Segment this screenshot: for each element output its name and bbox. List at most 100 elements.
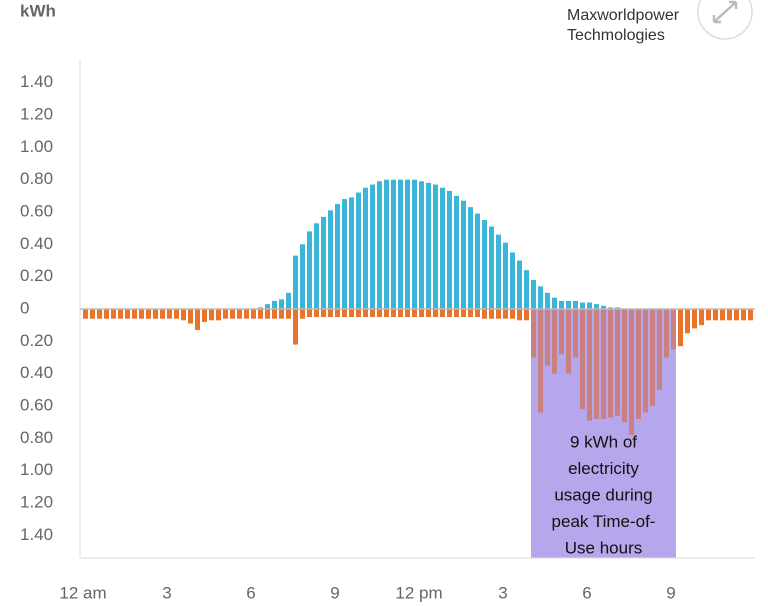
bar: [685, 309, 690, 334]
bar: [258, 309, 263, 319]
bar: [125, 309, 130, 319]
bar: [104, 309, 109, 319]
bar: [454, 309, 459, 318]
y-tick-label: 0.40: [20, 234, 53, 253]
bar: [587, 309, 592, 421]
bar: [279, 299, 284, 309]
bar: [545, 309, 550, 366]
bar: [146, 309, 151, 319]
y-tick-label: 0.40: [20, 363, 53, 382]
bar: [748, 309, 753, 321]
bar: [601, 309, 606, 419]
bar: [328, 210, 333, 309]
bar: [300, 244, 305, 309]
brand-line: Maxworldpower: [567, 7, 680, 24]
bar: [447, 190, 452, 309]
annotation: 9 kWh of: [570, 432, 637, 451]
x-tick-label: 9: [666, 583, 675, 602]
bar: [293, 255, 298, 309]
bar: [559, 300, 564, 309]
bar: [636, 309, 641, 419]
bar: [363, 309, 368, 318]
bar: [370, 184, 375, 309]
bar: [377, 309, 382, 318]
bar: [741, 309, 746, 321]
bar: [405, 179, 410, 309]
bar: [510, 252, 515, 309]
expand-icon[interactable]: [712, 0, 738, 24]
y-tick-label: 1.40: [20, 72, 53, 91]
bar: [706, 309, 711, 321]
bar: [265, 309, 270, 319]
bar: [202, 309, 207, 322]
y-tick-label: 0: [20, 298, 29, 317]
bar: [601, 305, 606, 309]
bar: [139, 309, 144, 319]
bar: [573, 300, 578, 309]
bar: [279, 309, 284, 319]
bar: [545, 292, 550, 309]
bar: [538, 286, 543, 309]
x-tick-label: 3: [162, 583, 171, 602]
x-tick-label: 6: [582, 583, 591, 602]
bar: [503, 242, 508, 309]
bar: [209, 309, 214, 321]
bar: [258, 307, 263, 309]
bar: [510, 309, 515, 319]
y-tick-label: 1.00: [20, 460, 53, 479]
x-tick-label: 6: [246, 583, 255, 602]
bar: [482, 309, 487, 319]
bar: [181, 309, 186, 321]
bar: [391, 309, 396, 318]
bar: [272, 300, 277, 309]
bar: [370, 309, 375, 318]
x-tick-label: 9: [330, 583, 339, 602]
expand-button[interactable]: [697, 0, 753, 40]
bar: [531, 279, 536, 309]
bar: [447, 309, 452, 318]
bar: [566, 309, 571, 374]
y-tick-label: 1.40: [20, 525, 53, 544]
bar: [475, 309, 480, 318]
y-tick-label: 0.80: [20, 169, 53, 188]
bar: [440, 187, 445, 309]
bar: [426, 309, 431, 318]
bar: [111, 309, 116, 319]
bar: [517, 260, 522, 309]
bar: [461, 200, 466, 309]
bar: [167, 309, 172, 319]
bar: [468, 207, 473, 309]
bar: [174, 309, 179, 319]
bar: [412, 179, 417, 309]
bar: [321, 216, 326, 309]
y-tick-label: 0.60: [20, 201, 53, 220]
x-tick-label: 12 pm: [395, 583, 442, 602]
bar: [699, 309, 704, 326]
bar: [482, 220, 487, 309]
bar: [391, 179, 396, 309]
bar: [433, 309, 438, 318]
bar: [83, 309, 88, 319]
bar: [251, 309, 256, 319]
y-tick-label: 0.20: [20, 266, 53, 285]
bar: [608, 307, 613, 309]
bar: [692, 309, 697, 329]
bar: [678, 309, 683, 347]
bar: [335, 309, 340, 318]
bar: [384, 309, 389, 318]
y-tick-label: 0.80: [20, 428, 53, 447]
y-tick-label: 1.20: [20, 104, 53, 123]
bar: [538, 309, 543, 413]
bar: [307, 231, 312, 309]
bar: [286, 292, 291, 309]
bar: [587, 302, 592, 309]
expand-circle[interactable]: [697, 0, 753, 40]
bar: [328, 309, 333, 318]
bar: [664, 309, 669, 358]
bar: [517, 309, 522, 321]
bar: [286, 309, 291, 319]
bar: [90, 309, 95, 319]
bar: [734, 309, 739, 321]
y-tick-label: 0.20: [20, 331, 53, 350]
